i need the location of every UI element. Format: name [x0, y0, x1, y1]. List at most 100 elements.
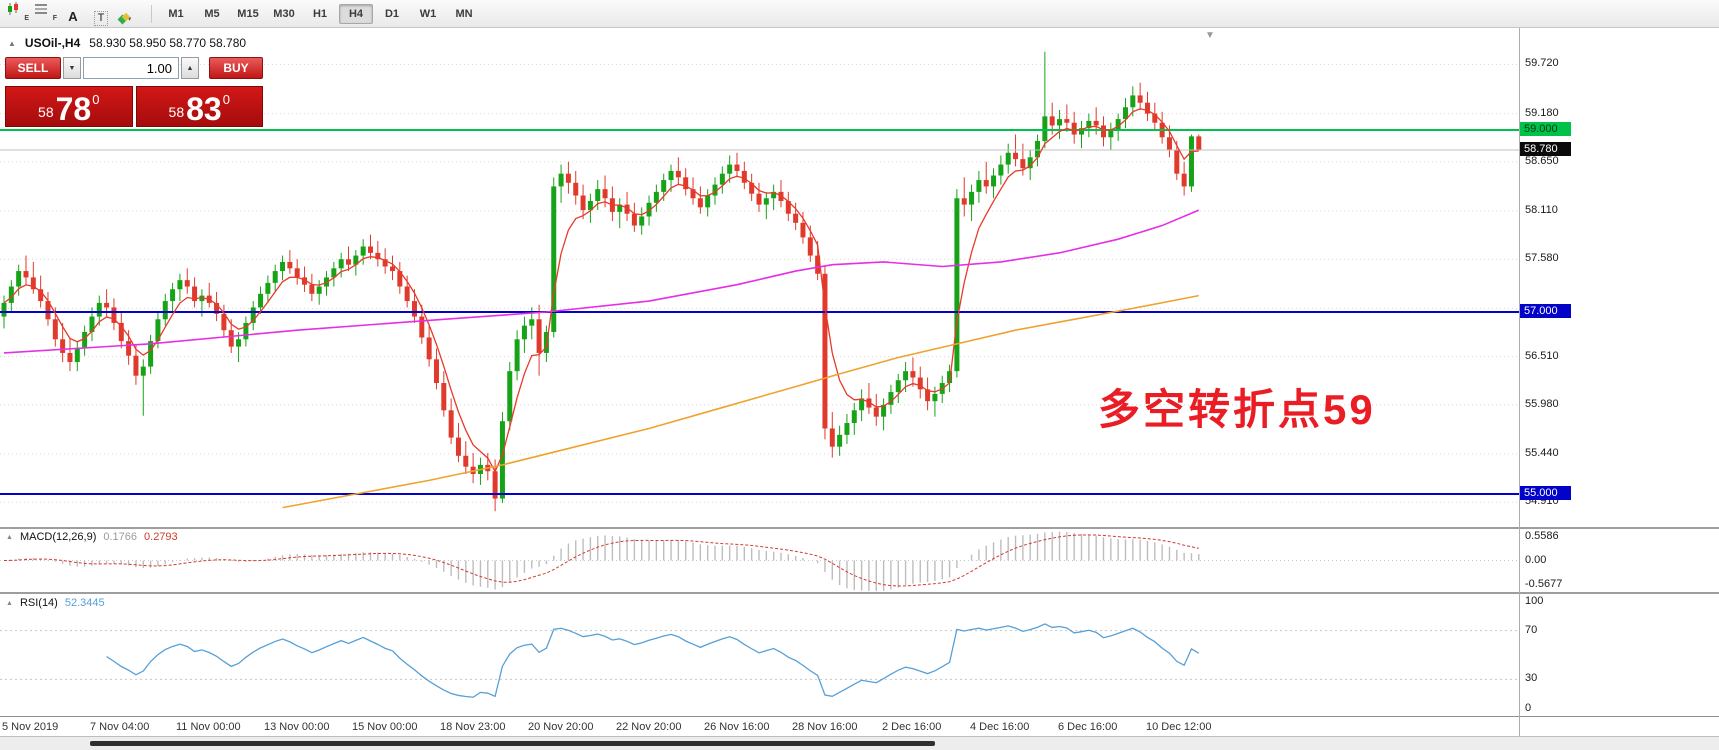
price-axis-border: [1519, 28, 1520, 736]
timeframe-button-M30[interactable]: M30: [273, 7, 295, 20]
macd-signal-line: [3, 534, 1199, 587]
axis-label: 54.910: [1525, 495, 1559, 508]
expert-chart-icon[interactable]: E: [4, 0, 30, 22]
time-axis-label: 20 Nov 20:00: [528, 721, 594, 733]
chart-grid-icon-letter: F: [52, 14, 57, 22]
time-axis-label: 15 Nov 00:00: [352, 721, 418, 733]
horizontal-scrollbar-thumb[interactable]: [90, 741, 935, 746]
volume-increase-button[interactable]: ▲: [181, 57, 199, 79]
macd-signal-value: 0.2793: [144, 531, 178, 543]
price-tag-58.780: 58.780: [1520, 142, 1571, 157]
toolbar-icon-group: E F A T ▾: [4, 0, 144, 31]
timeframe-button-MN[interactable]: MN: [455, 7, 473, 20]
volume-input[interactable]: [83, 57, 179, 79]
chart-text-annotation: 多空转折点59: [1098, 386, 1376, 433]
text-tool-icon[interactable]: T: [88, 6, 114, 30]
axis-label: 55.980: [1525, 397, 1559, 410]
buy-button[interactable]: BUY: [209, 57, 263, 79]
rsi-panel[interactable]: [0, 594, 1519, 716]
buy-price-main: 83: [186, 90, 222, 127]
timeframe-button-H1[interactable]: H1: [312, 7, 328, 20]
axis-label: 55.440: [1525, 446, 1559, 459]
axis-label: 100: [1525, 595, 1544, 607]
caret-down-icon: ▼: [68, 64, 76, 72]
time-axis-label: 10 Dec 12:00: [1146, 721, 1212, 733]
expert-chart-icon-letter: E: [24, 14, 29, 22]
chart-grid-icon[interactable]: F: [32, 0, 58, 22]
macd-collapse-icon: ▲: [6, 533, 13, 541]
timeframe-button-M1[interactable]: M1: [168, 7, 184, 20]
axis-label: 59.720: [1525, 57, 1559, 70]
price-chart[interactable]: [0, 28, 1519, 527]
macd-panel[interactable]: [0, 529, 1519, 592]
macd-name: MACD(12,26,9): [19, 531, 97, 543]
axis-label: 70: [1525, 623, 1538, 636]
one-click-trade-panel: SELL ▼ ▲ BUY 58 78 0 58 83 0: [5, 57, 263, 127]
rsi-name: RSI(14): [19, 597, 58, 609]
font-tool-icon[interactable]: A: [68, 8, 78, 24]
timeframe-button-M15[interactable]: M15: [237, 7, 259, 20]
time-axis-label: 28 Nov 16:00: [792, 721, 858, 733]
volume-decrease-button[interactable]: ▼: [63, 57, 81, 79]
time-axis-label: 11 Nov 00:00: [176, 721, 241, 733]
axis-label: 59.180: [1525, 106, 1559, 119]
axis-label: 56.510: [1525, 349, 1559, 362]
horizontal-scrollbar[interactable]: [0, 736, 1719, 750]
axis-label: -0.5677: [1525, 578, 1563, 590]
buy-price-display[interactable]: 58 83 0: [135, 86, 263, 127]
timeframe-button-M5[interactable]: M5: [204, 7, 220, 20]
indicators-icon[interactable]: ▾: [116, 7, 142, 31]
price-tag-59.000: 59.000: [1520, 122, 1571, 136]
time-axis-label: 13 Nov 00:00: [264, 721, 330, 733]
time-axis-label: 18 Nov 23:00: [440, 721, 506, 733]
moving-averages-layer: [3, 108, 1200, 509]
axis-label: 30: [1525, 672, 1538, 685]
sell-button[interactable]: SELL: [5, 57, 61, 79]
time-axis-label: 4 Dec 16:00: [970, 721, 1030, 733]
macd-main-value: 0.1766: [103, 531, 138, 543]
rsi-collapse-icon: ▲: [6, 599, 13, 607]
time-axis[interactable]: 5 Nov 2019 7 Nov 04:00 11 Nov 00:00 13 Nov …: [0, 716, 1719, 736]
time-axis-label: 26 Nov 16:00: [704, 721, 770, 733]
toolbar-separator: [151, 4, 152, 23]
sell-price-display[interactable]: 58 78 0: [5, 86, 133, 127]
rsi-indicator-label: ▲ RSI(14) 52.3445: [6, 597, 105, 609]
time-axis-label: 2 Dec 16:00: [882, 721, 942, 733]
sell-price-handle: 58: [38, 104, 54, 120]
price-tag-57.000: 57.000: [1520, 304, 1571, 318]
timeframe-button-group: M1 M5 M15 M30 H1 H4 D1 W1 MN: [159, 3, 483, 24]
chart-shift-marker-icon: ▼: [1205, 30, 1215, 41]
symbol-marker-icon: ▲: [8, 38, 16, 48]
axis-label: 0.00: [1525, 553, 1547, 566]
timeframe-button-W1[interactable]: W1: [419, 7, 437, 20]
caret-up-icon: ▲: [186, 64, 194, 72]
time-axis-label: 5 Nov 2019: [2, 721, 59, 733]
chart-ohlc-header: ▲ USOil-,H4 58.930 58.950 58.770 58.780: [8, 36, 246, 50]
sell-price-main: 78: [55, 90, 92, 127]
rsi-line: [106, 623, 1200, 698]
macd-window-separator[interactable]: [0, 527, 1719, 529]
macd-histogram: [10, 531, 1200, 591]
time-axis-label: 22 Nov 20:00: [616, 721, 682, 733]
timeframe-button-D1[interactable]: D1: [384, 7, 400, 20]
ohlc-values: 58.930 58.950 58.770 58.780: [89, 36, 247, 50]
timeframe-button-H4[interactable]: H4: [339, 3, 373, 24]
sell-price-pip: 0: [92, 92, 100, 107]
price-tag-55.000: 55.000: [1520, 486, 1571, 500]
buy-price-pip: 0: [222, 92, 230, 107]
rsi-window-separator[interactable]: [0, 592, 1719, 594]
axis-label: 58.110: [1525, 203, 1558, 216]
symbol-timeframe: USOil-,H4: [24, 36, 81, 50]
horizontal-lines-layer: [0, 129, 1519, 495]
rsi-value: 52.3445: [64, 597, 105, 609]
rsi-levels: [0, 630, 1519, 680]
time-axis-label: 6 Dec 16:00: [1058, 721, 1118, 733]
buy-price-handle: 58: [168, 104, 185, 120]
macd-indicator-label: ▲ MACD(12,26,9) 0.1766 0.2793: [6, 531, 178, 543]
time-axis-label: 7 Nov 04:00: [90, 721, 150, 733]
axis-label: 0: [1525, 702, 1532, 714]
axis-label: 58.650: [1525, 154, 1559, 167]
axis-label: 0.5586: [1525, 530, 1559, 542]
toolbar: E F A T ▾ M1 M5 M15 M30 H1 H4 D1 W1 MN: [0, 0, 1719, 28]
axis-label: 57.580: [1525, 252, 1559, 265]
